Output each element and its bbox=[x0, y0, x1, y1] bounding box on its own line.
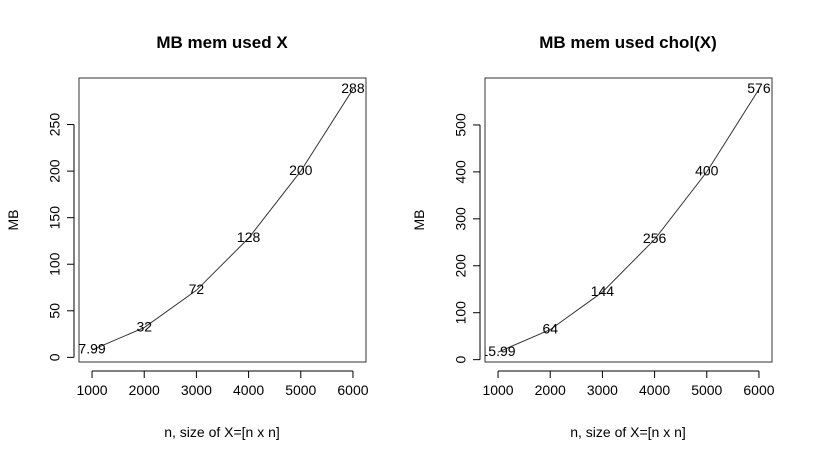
y-tick-label: 150 bbox=[47, 206, 63, 230]
x-tick-label: 5000 bbox=[691, 382, 722, 398]
x-tick-label: 1000 bbox=[76, 382, 107, 398]
data-label: 128 bbox=[237, 229, 261, 245]
data-label: 256 bbox=[643, 230, 667, 246]
y-tick-label: 100 bbox=[453, 301, 469, 325]
chart-title: MB mem used X bbox=[156, 33, 288, 52]
x-tick-label: 3000 bbox=[181, 382, 212, 398]
x-tick-label: 1000 bbox=[482, 382, 513, 398]
series-line bbox=[497, 88, 760, 353]
data-label: 32 bbox=[136, 318, 152, 334]
x-tick-label: 6000 bbox=[743, 382, 774, 398]
data-label: 144 bbox=[591, 283, 615, 299]
y-axis-label: MB bbox=[411, 210, 427, 231]
y-tick-label: 200 bbox=[47, 159, 63, 183]
data-label: 400 bbox=[695, 163, 719, 179]
plot-marks: 1000 2000 3000 4000 5000 6000 0 50 100 150 200 250 7… bbox=[47, 80, 369, 398]
x-axis-label: n, size of X=[n x n] bbox=[164, 424, 280, 440]
y-tick-label: 200 bbox=[453, 254, 469, 278]
y-tick-label: 500 bbox=[453, 113, 469, 137]
plot-frame bbox=[78, 77, 367, 363]
y-tick-label: 0 bbox=[453, 356, 469, 364]
x-tick-label: 4000 bbox=[639, 382, 670, 398]
chart-panel-chol: MB mem used chol(X) n, size of X=[n x n]… bbox=[411, 33, 775, 440]
x-tick-label: 3000 bbox=[587, 382, 618, 398]
y-tick-label: 50 bbox=[47, 303, 63, 319]
y-tick-label: 0 bbox=[47, 353, 63, 361]
x-axis-label: n, size of X=[n x n] bbox=[570, 424, 686, 440]
data-label: 200 bbox=[289, 162, 313, 178]
data-label: 7.99 bbox=[78, 341, 105, 357]
y-tick-label: 100 bbox=[47, 252, 63, 276]
chart-title: MB mem used chol(X) bbox=[539, 33, 717, 52]
x-tick-label: 2000 bbox=[129, 382, 160, 398]
x-tick-label: 5000 bbox=[285, 382, 316, 398]
data-label: 15.99 bbox=[481, 343, 516, 359]
y-tick-label: 250 bbox=[47, 113, 63, 137]
data-label: 64 bbox=[542, 320, 558, 336]
data-label: 72 bbox=[189, 281, 205, 297]
x-tick-label: 2000 bbox=[535, 382, 566, 398]
data-label: 288 bbox=[341, 80, 365, 96]
data-label: 576 bbox=[747, 80, 771, 96]
y-tick-label: 400 bbox=[453, 160, 469, 184]
series-line bbox=[91, 88, 354, 351]
plot-marks: 1000 2000 3000 4000 5000 6000 0 100 200 300 400 500… bbox=[453, 80, 775, 398]
chart-panel-x: MB mem used X n, size of X=[n x n] MB 10… bbox=[5, 33, 369, 440]
x-tick-label: 4000 bbox=[233, 382, 264, 398]
x-tick-label: 6000 bbox=[337, 382, 368, 398]
y-axis-label: MB bbox=[5, 210, 21, 231]
plot-frame bbox=[484, 77, 773, 363]
y-tick-label: 300 bbox=[453, 207, 469, 231]
